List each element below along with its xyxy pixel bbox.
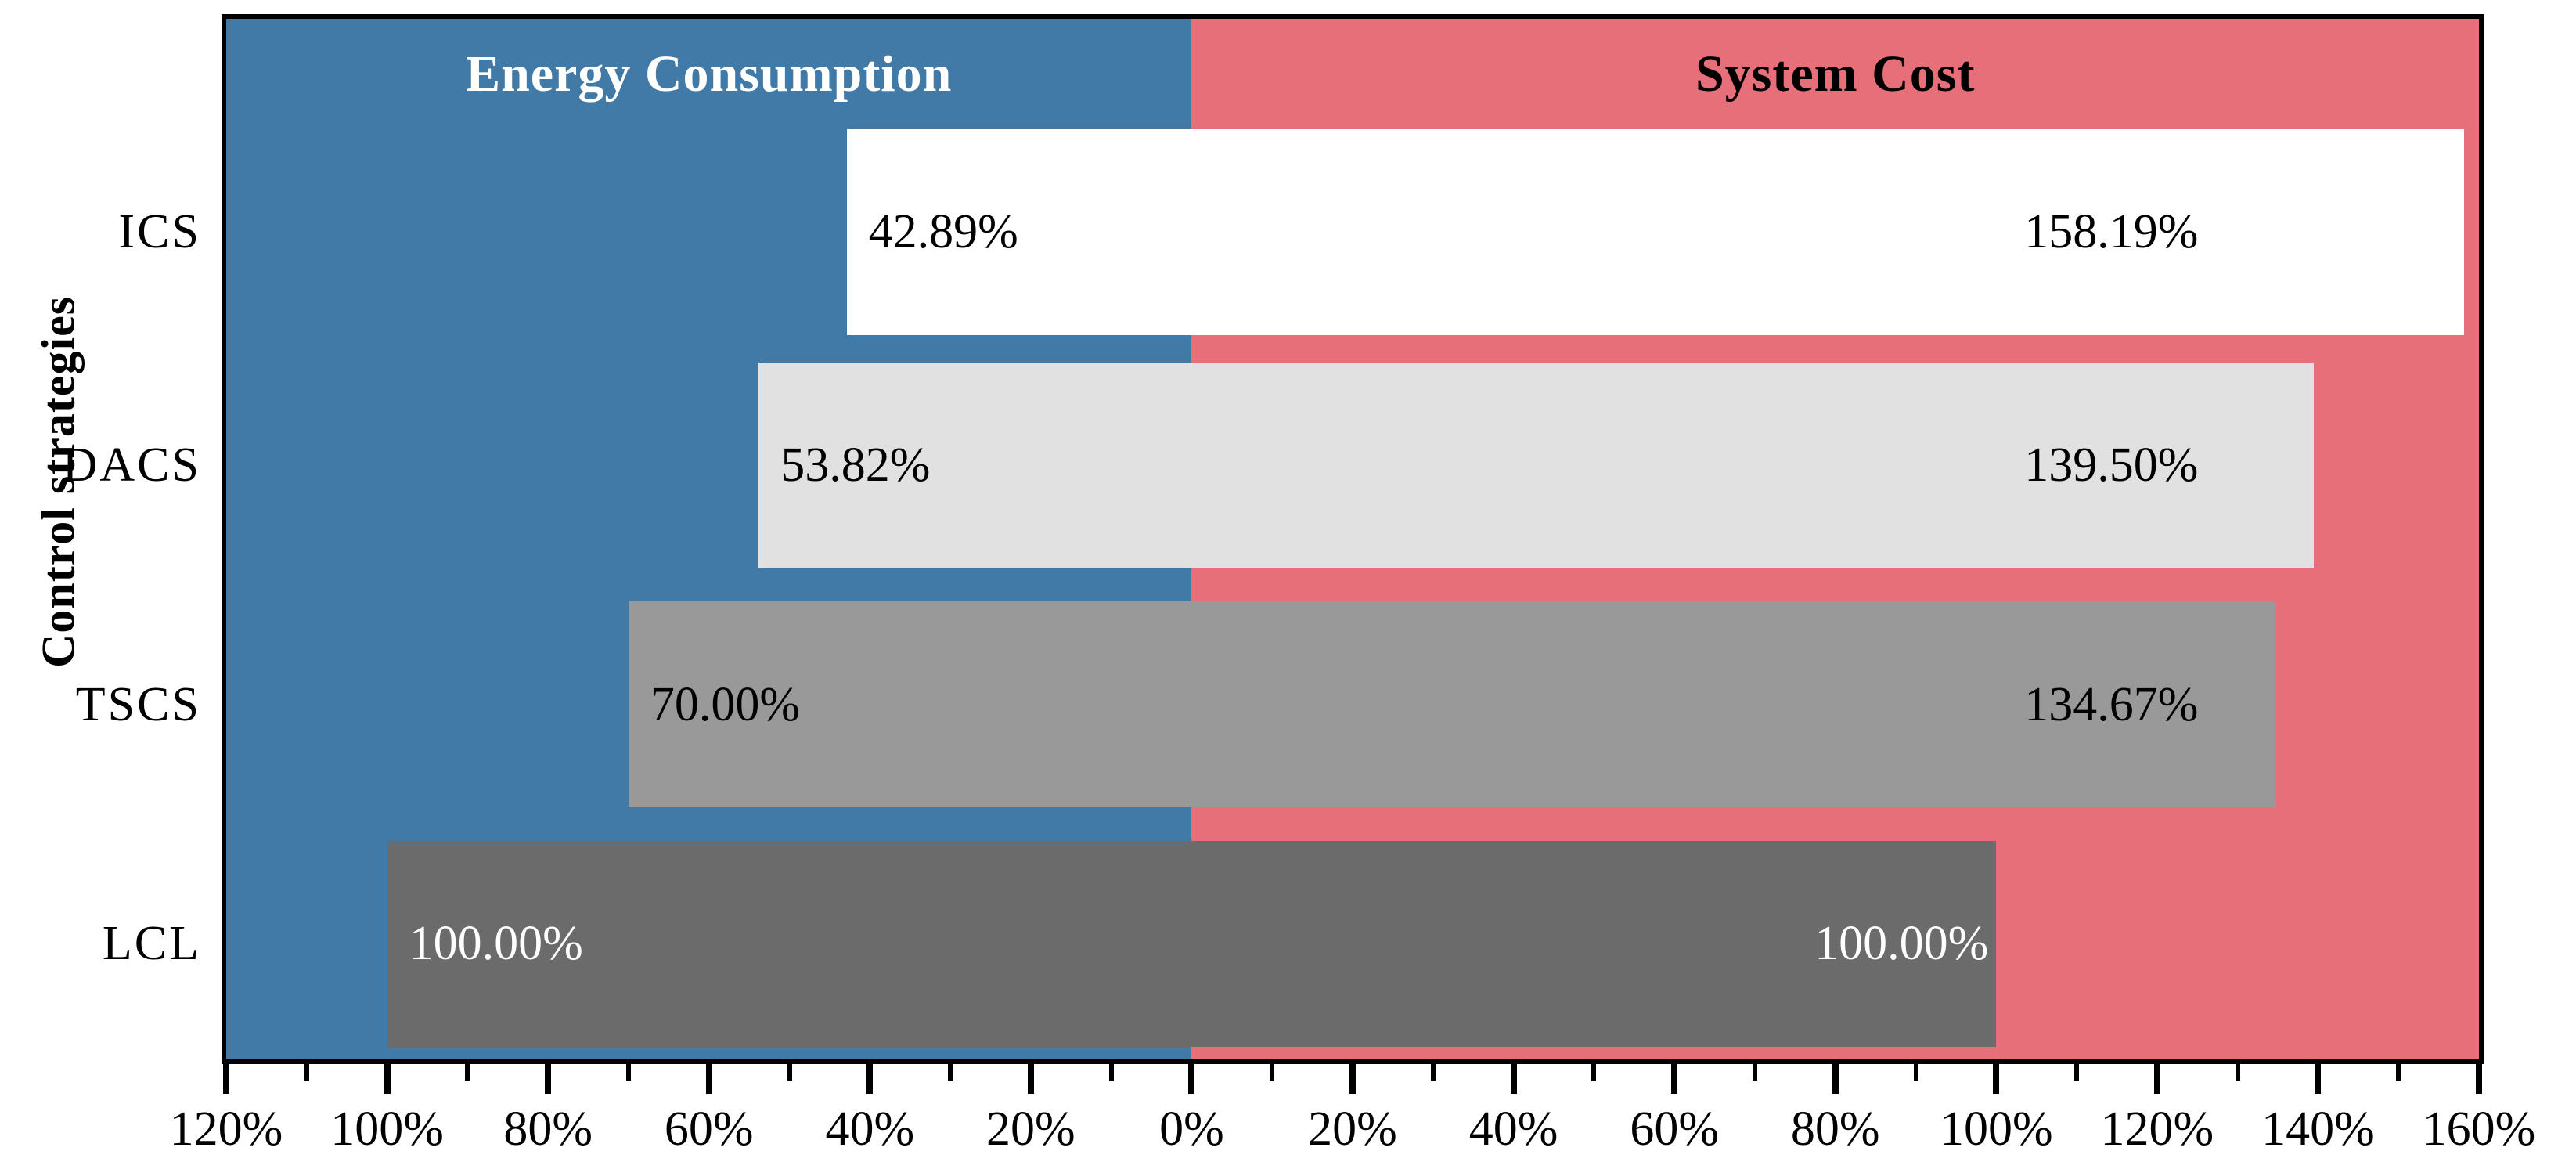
- major-tick-40: [1510, 1064, 1517, 1094]
- minor-tick--110: [304, 1064, 309, 1081]
- bar-lcl: 100.00% 100.00%: [387, 840, 1997, 1048]
- major-tick-60: [1671, 1064, 1678, 1094]
- plot-inner: Energy Consumption System Cost 42.89% 158…: [226, 19, 2479, 1059]
- category-label-lcl: LCL: [102, 917, 201, 971]
- tick-label-20pct: 20%: [1308, 1102, 1397, 1156]
- major-tick-100: [1993, 1064, 2000, 1094]
- value-label-right-ics: 158.19%: [2024, 205, 2199, 259]
- minor-tick-130: [2235, 1064, 2240, 1081]
- minor-tick--50: [787, 1064, 792, 1081]
- value-label-left-dacs: 53.82%: [780, 438, 931, 492]
- major-tick-120: [2153, 1064, 2160, 1094]
- minor-tick-90: [1913, 1064, 1918, 1081]
- major-tick-0: [1188, 1064, 1195, 1094]
- major-tick-160: [2476, 1064, 2482, 1094]
- major-tick-80: [1832, 1064, 1839, 1094]
- bar-tscs: 70.00% 134.67%: [628, 601, 2275, 808]
- y-axis-title: Control strategies: [32, 296, 86, 668]
- value-label-left-lcl: 100.00%: [409, 917, 583, 971]
- minor-tick-50: [1591, 1064, 1597, 1081]
- major-tick--120: [223, 1064, 229, 1094]
- value-label-left-ics: 42.89%: [868, 205, 1018, 259]
- tick-label-100pct: 100%: [1939, 1102, 2053, 1156]
- tick-label-100pct: 100%: [330, 1102, 444, 1156]
- value-label-left-tscs: 70.00%: [650, 677, 801, 731]
- bar-dacs: 53.82% 139.50%: [758, 362, 2315, 568]
- left-panel-header: Energy Consumption: [466, 45, 953, 103]
- minor-tick-110: [2074, 1064, 2080, 1081]
- tick-label-140pct: 140%: [2261, 1102, 2375, 1156]
- major-tick--60: [705, 1064, 712, 1094]
- tick-label-0pct: 0%: [1159, 1102, 1224, 1156]
- category-label-dacs: DACS: [62, 438, 201, 492]
- major-tick--40: [866, 1064, 874, 1094]
- tick-label-40pct: 40%: [1468, 1102, 1558, 1156]
- tick-label-160pct: 160%: [2422, 1102, 2536, 1156]
- major-tick--80: [545, 1064, 552, 1094]
- tick-label-60pct: 60%: [664, 1102, 754, 1156]
- minor-tick--90: [465, 1064, 470, 1081]
- major-tick-20: [1349, 1064, 1356, 1094]
- minor-tick--30: [948, 1064, 953, 1081]
- tick-label-80pct: 80%: [1790, 1102, 1880, 1156]
- minor-tick-150: [2396, 1064, 2401, 1081]
- right-panel-header: System Cost: [1695, 45, 1976, 103]
- minor-tick-30: [1430, 1064, 1436, 1081]
- value-label-right-lcl: 100.00%: [1814, 917, 1989, 971]
- tick-label-40pct: 40%: [825, 1102, 915, 1156]
- minor-tick-10: [1270, 1064, 1275, 1081]
- major-tick-140: [2315, 1064, 2322, 1094]
- x-axis-strip: 120% 100% 80% 60% 40% 20% 0% 20% 40% 60% 80% 100% 12…: [170, 1064, 2535, 1169]
- minor-tick-70: [1752, 1064, 1757, 1081]
- minor-tick--10: [1108, 1064, 1114, 1081]
- value-label-right-tscs: 134.67%: [2024, 677, 2199, 731]
- category-label-ics: ICS: [118, 205, 201, 259]
- tick-label-120pct: 120%: [2100, 1102, 2214, 1156]
- tick-label-80pct: 80%: [503, 1102, 593, 1156]
- tick-label-20pct: 20%: [986, 1102, 1075, 1156]
- plot-area: Energy Consumption System Cost 42.89% 158…: [222, 14, 2484, 1064]
- tick-label-120pct: 120%: [169, 1102, 283, 1156]
- major-tick--20: [1027, 1064, 1034, 1094]
- minor-tick--70: [625, 1064, 631, 1081]
- category-label-tscs: TSCS: [75, 677, 201, 731]
- bar-ics: 42.89% 158.19%: [846, 128, 2465, 335]
- value-label-right-dacs: 139.50%: [2024, 438, 2199, 492]
- tick-label-60pct: 60%: [1630, 1102, 1719, 1156]
- major-tick--100: [384, 1064, 391, 1094]
